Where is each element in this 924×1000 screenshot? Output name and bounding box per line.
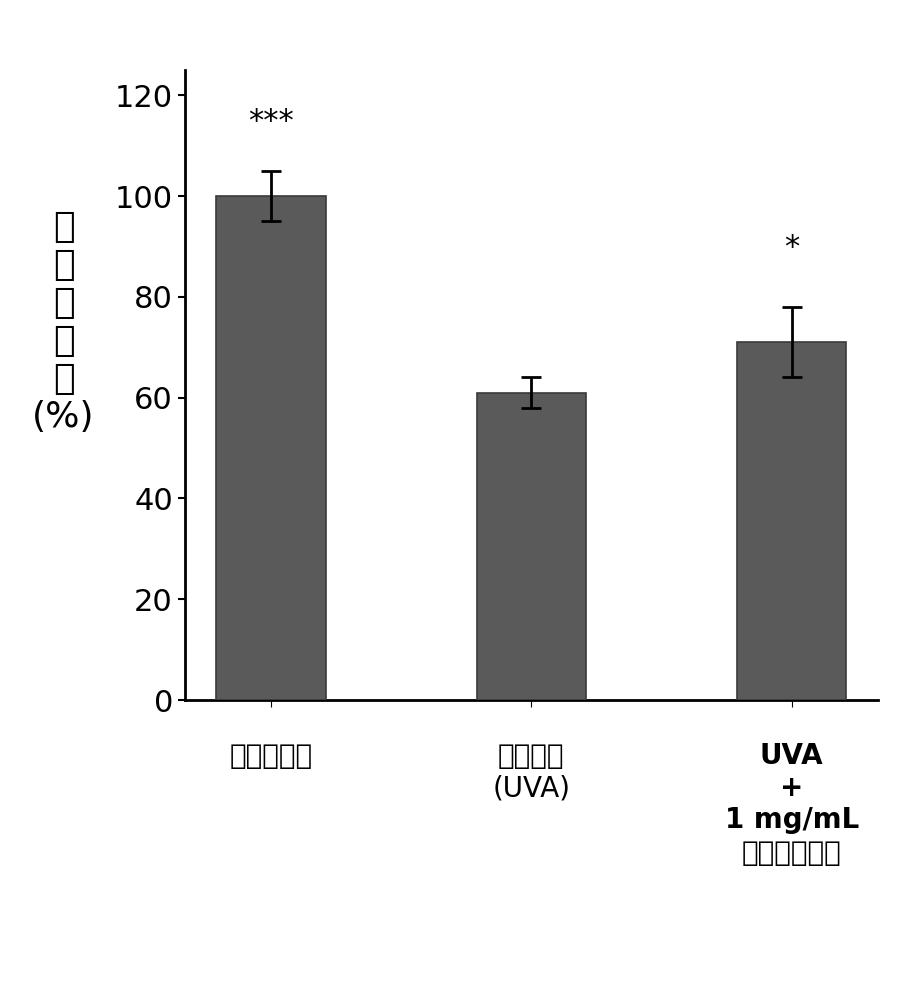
Text: 负控制组
(UVA): 负控制组 (UVA) <box>492 742 570 802</box>
Text: *: * <box>784 233 799 262</box>
Text: ***: *** <box>249 107 294 136</box>
Bar <box>216 196 325 700</box>
Bar <box>737 342 846 700</box>
Text: UVA
+
1 mg/mL
特纳卡萝取物: UVA + 1 mg/mL 特纳卡萝取物 <box>724 742 858 867</box>
Bar <box>477 393 586 700</box>
Text: 细
胞
存
活
率
(%): 细 胞 存 活 率 (%) <box>32 210 95 434</box>
Text: 空白对照组: 空白对照组 <box>229 742 312 770</box>
